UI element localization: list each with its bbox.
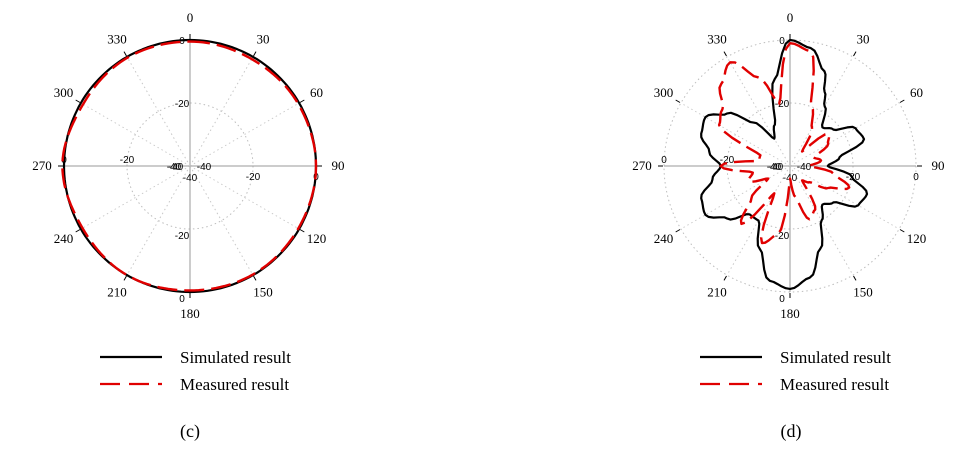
spoke-30 bbox=[189, 56, 254, 167]
angle-tick-mark bbox=[853, 51, 857, 57]
radial-tick-label: 0 bbox=[779, 36, 785, 47]
radial-tick-label: 0 bbox=[179, 36, 185, 47]
radial-tick-label: -40 bbox=[197, 162, 212, 173]
radial-tick-label: 0 bbox=[661, 155, 667, 166]
angle-label: 240 bbox=[654, 231, 674, 246]
angle-label: 0 bbox=[787, 10, 794, 25]
legend-label: Simulated result bbox=[780, 348, 891, 367]
spoke-120 bbox=[189, 165, 300, 230]
radial-tick-label: -20 bbox=[246, 172, 261, 183]
series-line-measured bbox=[717, 42, 851, 245]
angle-label: 90 bbox=[332, 158, 345, 173]
angle-label: 120 bbox=[907, 231, 927, 246]
radial-tick-label: -20 bbox=[175, 231, 190, 242]
legend-label: Measured result bbox=[780, 375, 889, 394]
radial-tick-label: 0 bbox=[913, 172, 919, 183]
radial-tick-label: 0 bbox=[779, 294, 785, 305]
angle-tick-mark bbox=[123, 275, 127, 281]
radial-tick-label: 0 bbox=[179, 294, 185, 305]
angle-label: 300 bbox=[54, 85, 74, 100]
angle-tick-mark bbox=[253, 275, 257, 281]
angle-label: 150 bbox=[853, 284, 873, 299]
angle-label: 90 bbox=[932, 158, 945, 173]
angle-tick-mark bbox=[75, 229, 81, 233]
radial-tick-label: -40 bbox=[169, 162, 184, 173]
angle-label: 330 bbox=[707, 32, 727, 47]
angle-label: 120 bbox=[307, 231, 327, 246]
radial-tick-label: -20 bbox=[175, 99, 190, 110]
angle-label: 180 bbox=[180, 306, 200, 321]
spoke-300 bbox=[680, 102, 791, 167]
radial-tick-label: -40 bbox=[797, 162, 812, 173]
series-line-measured bbox=[61, 40, 318, 292]
angle-label: 60 bbox=[310, 85, 323, 100]
spoke-240 bbox=[80, 165, 191, 230]
spoke-60 bbox=[189, 102, 300, 167]
spoke-60 bbox=[789, 102, 900, 167]
angle-label: 330 bbox=[107, 32, 127, 47]
radial-tick-label: -20 bbox=[775, 231, 790, 242]
angle-tick-mark bbox=[899, 99, 905, 103]
angle-label: 0 bbox=[187, 10, 194, 25]
angle-tick-mark bbox=[675, 229, 681, 233]
series-line-simulated bbox=[62, 38, 318, 294]
spoke-150 bbox=[189, 165, 254, 276]
angle-label: 240 bbox=[54, 231, 74, 246]
radial-tick-label: -40 bbox=[167, 162, 182, 173]
angle-tick-mark bbox=[723, 275, 727, 281]
angle-label: 30 bbox=[257, 32, 270, 47]
angle-label: 270 bbox=[632, 158, 652, 173]
angle-label: 30 bbox=[857, 32, 870, 47]
angle-tick-mark bbox=[723, 51, 727, 57]
spoke-120 bbox=[789, 165, 900, 230]
angle-label: 150 bbox=[253, 284, 273, 299]
series-line-simulated bbox=[700, 38, 869, 290]
radial-tick-label: -20 bbox=[775, 99, 790, 110]
angle-tick-mark bbox=[675, 99, 681, 103]
panel-caption: (d) bbox=[781, 421, 802, 442]
spoke-330 bbox=[126, 56, 191, 167]
angle-label: 300 bbox=[654, 85, 674, 100]
radial-tick-label: -20 bbox=[120, 155, 135, 166]
radial-tick-label: -40 bbox=[183, 173, 198, 184]
spoke-240 bbox=[680, 165, 791, 230]
angle-label: 210 bbox=[107, 284, 127, 299]
angle-label: 180 bbox=[780, 306, 800, 321]
spoke-300 bbox=[80, 102, 191, 167]
panel-caption: (c) bbox=[180, 421, 200, 442]
angle-label: 210 bbox=[707, 284, 727, 299]
angle-tick-mark bbox=[75, 99, 81, 103]
angle-tick-mark bbox=[253, 51, 257, 57]
spoke-330 bbox=[726, 56, 791, 167]
angle-tick-mark bbox=[853, 275, 857, 281]
angle-label: 270 bbox=[32, 158, 52, 173]
angle-label: 60 bbox=[910, 85, 923, 100]
legend-label: Simulated result bbox=[180, 348, 291, 367]
radial-tick-label: -20 bbox=[720, 155, 735, 166]
spoke-210 bbox=[126, 165, 191, 276]
angle-tick-mark bbox=[299, 229, 305, 233]
radial-tick-label: -40 bbox=[769, 162, 784, 173]
angle-tick-mark bbox=[299, 99, 305, 103]
legend-label: Measured result bbox=[180, 375, 289, 394]
radial-tick-label: -40 bbox=[767, 162, 782, 173]
angle-tick-mark bbox=[899, 229, 905, 233]
angle-tick-mark bbox=[123, 51, 127, 57]
spoke-30 bbox=[789, 56, 854, 167]
